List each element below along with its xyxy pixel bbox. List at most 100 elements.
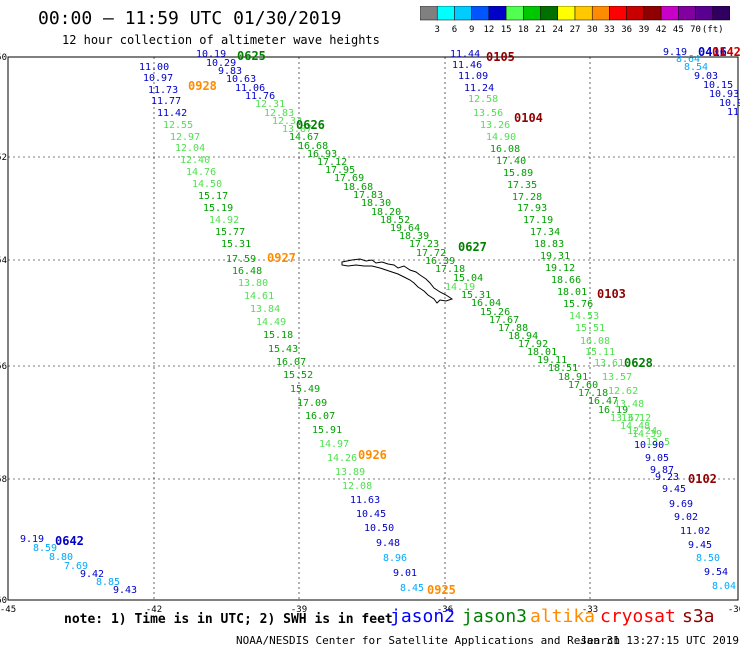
swh-value: 18.83 <box>534 239 564 250</box>
colorbar-label: 18 <box>518 25 529 34</box>
track-0928: 0928 <box>188 79 217 93</box>
swh-value: 19.12 <box>545 263 575 274</box>
map-subtitle: 12 hour collection of altimeter wave hei… <box>62 33 380 47</box>
track-time-label: 0102 <box>688 472 717 486</box>
swh-value: 15.31 <box>221 239 251 250</box>
swh-value: 11.76 <box>245 91 275 102</box>
colorbar-label: 24 <box>552 25 563 34</box>
lat-tick-label: -56 <box>0 362 7 372</box>
swh-value: 14.53 <box>569 311 599 322</box>
swh-value: 9.19 <box>20 534 44 545</box>
swh-value: 17.35 <box>507 180 537 191</box>
altimeter-tracks: 10.1910.299.8310.6311.0611.7612.3112.831… <box>20 45 740 597</box>
swh-value: 10.50 <box>364 523 394 534</box>
colorbar-label: 6 <box>452 25 457 34</box>
track-time-label: 0626 <box>296 118 325 132</box>
track-0104: 0104 <box>514 111 543 125</box>
swh-value: 17.09 <box>297 398 327 409</box>
colorbar-label: 15 <box>501 25 512 34</box>
swh-value: 13.87 <box>282 124 312 135</box>
swh-value: 14.50 <box>192 179 222 190</box>
map-title: 00:00 – 11:59 UTC 01/30/2019 <box>38 8 342 29</box>
swh-value: 10.29 <box>206 58 236 69</box>
swh-value: 9.83 <box>218 66 242 77</box>
colorbar-label: 3 <box>435 25 440 34</box>
swh-value: 8.45 <box>400 583 424 594</box>
axis-ticks: -45 -42 -39 -36 -33 -30 -50 -52 -54 -56 -58 -60 <box>0 53 740 615</box>
lon-tick-label: -42 <box>146 605 162 615</box>
swh-value: 8.96 <box>383 553 407 564</box>
track-0103: 0103 <box>597 287 626 301</box>
swh-value: 15.49 <box>290 384 320 395</box>
swh-value: 18.91 <box>558 372 588 383</box>
swh-value: 16.04 <box>471 298 501 309</box>
swh-value: 8.59 <box>33 543 57 554</box>
swh-value: 10.9 <box>719 98 740 109</box>
swh-value: 12.83 <box>264 108 294 119</box>
lon-tick-label: -36 <box>437 605 453 615</box>
swh-value: 15.89 <box>503 168 533 179</box>
swh-value: 19.31 <box>540 251 570 262</box>
swh-value: 16.68 <box>298 141 328 152</box>
track-0925: 0925 <box>427 583 456 597</box>
swh-value: 12.24 <box>627 426 657 437</box>
swh-value: 10.15 <box>703 80 733 91</box>
track-time-label: 0142 <box>712 45 740 59</box>
track-time-label: 0642 <box>55 534 84 548</box>
legend-cryosat: cryosat <box>600 606 676 627</box>
colorbar-label: 27 <box>570 25 581 34</box>
swh-value: 9.23 <box>655 472 679 483</box>
swh-value: 18.30 <box>361 198 391 209</box>
swh-value: 14.97 <box>319 439 349 450</box>
swh-value: 11.24 <box>464 83 494 94</box>
swh-value: 8.64 <box>676 54 700 65</box>
swh-value: 13.67 <box>610 413 640 424</box>
swh-value: 18.66 <box>551 275 581 286</box>
swh-value: 9.54 <box>704 567 728 578</box>
swh-value: 10.19 <box>196 49 226 60</box>
colorbar-label: 42 <box>656 25 667 34</box>
swh-value: 9.69 <box>669 499 693 510</box>
swh-value: 8.85 <box>96 577 120 588</box>
swh-value: 11.46 <box>452 60 482 71</box>
swh-value: 18.01 <box>557 287 587 298</box>
swh-value: 14.48 <box>620 421 650 432</box>
swh-value: 12.62 <box>608 386 638 397</box>
track-0142: 0142 <box>712 45 740 59</box>
track-0926: 11.0010.9711.7311.7711.4212.5512.9712.04… <box>139 62 424 594</box>
swh-value: 18.68 <box>343 182 373 193</box>
swh-value: 15.18 <box>263 330 293 341</box>
lat-tick-label: -54 <box>0 256 7 266</box>
swh-value: 18.94 <box>508 331 538 342</box>
swh-value: 12.97 <box>170 132 200 143</box>
swh-value: 18.39 <box>399 231 429 242</box>
swh-value: 9.48 <box>376 538 400 549</box>
swh-value: 17.18 <box>435 264 465 275</box>
track-time-label: 0104 <box>514 111 543 125</box>
swh-value: 17.93 <box>517 203 547 214</box>
swh-value: 17.19 <box>523 215 553 226</box>
swh-value: 9.45 <box>662 484 686 495</box>
swh-value: 17.92 <box>518 339 548 350</box>
swh-value: 12.31 <box>255 99 285 110</box>
swh-value: 11.73 <box>148 85 178 96</box>
swh-value: 15.77 <box>215 227 245 238</box>
swh-value: 14.67 <box>289 132 319 143</box>
lon-tick-label: -45 <box>0 605 16 615</box>
swh-value: 19.11 <box>537 355 567 366</box>
swh-value: 16.08 <box>580 336 610 347</box>
swh-value: 10.93 <box>709 89 739 100</box>
swh-value: 11.02 <box>680 526 710 537</box>
colorbar-label: 45 <box>673 25 684 34</box>
swh-value: 17.69 <box>334 173 364 184</box>
swh-value: 11.63 <box>350 495 380 506</box>
track-time-label: 0103 <box>597 287 626 301</box>
swh-value: 14.39 <box>632 429 662 440</box>
colorbar-label: 21 <box>535 25 546 34</box>
track-time-label: 0628 <box>624 356 653 370</box>
swh-value: 11.44 <box>450 49 480 60</box>
colorbar-label: (ft) <box>702 25 724 34</box>
swh-value: 13.57 <box>602 372 632 383</box>
swh-value: 16.47 <box>588 396 618 407</box>
